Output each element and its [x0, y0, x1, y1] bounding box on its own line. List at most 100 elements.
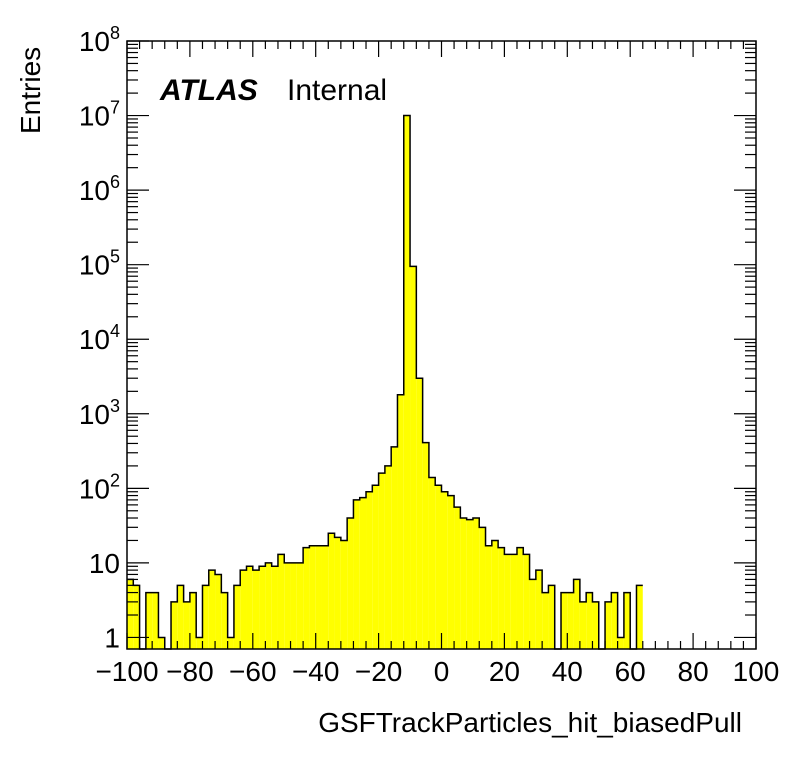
histogram-bar — [233, 585, 241, 649]
histogram-bar — [378, 473, 385, 649]
histogram-bar — [491, 540, 499, 649]
histogram-bar — [309, 545, 316, 649]
histogram-bar — [171, 601, 178, 649]
x-axis-tick-labels: −100 −80 −60 −40 −20 0 20 40 60 80 100 — [95, 656, 779, 687]
x-tick-label: 40 — [552, 656, 583, 687]
histogram-bar — [347, 518, 354, 649]
histogram-bar — [611, 592, 618, 649]
histogram-bar — [561, 592, 568, 649]
histogram-bar — [454, 507, 461, 649]
histogram-bar — [152, 592, 159, 649]
histogram-bar — [127, 579, 134, 649]
x-tick-label: 20 — [489, 656, 520, 687]
histogram-bar — [177, 585, 184, 649]
y-tick-label: 10 — [89, 548, 120, 579]
histogram-bar — [303, 547, 310, 649]
y-tick-label: 1 — [104, 622, 120, 653]
histogram-bar — [259, 566, 266, 649]
histogram-bar — [592, 601, 599, 649]
histogram-bar — [366, 491, 373, 649]
histogram-bar — [567, 592, 574, 649]
histogram-bar — [221, 592, 228, 649]
histogram-bar — [334, 537, 341, 649]
histogram-bar — [428, 477, 436, 649]
histogram-bar — [240, 570, 247, 649]
x-tick-label: 0 — [434, 656, 450, 687]
y-tick-label: 104 — [79, 321, 120, 355]
histogram-bar — [485, 545, 492, 649]
y-axis-title: Entries — [15, 47, 46, 134]
histogram-bar — [529, 579, 536, 649]
histogram-bar — [315, 545, 322, 649]
histogram-bar — [246, 566, 253, 649]
histogram-bar — [284, 562, 291, 649]
histogram-bar — [466, 519, 473, 649]
histogram-bar — [353, 499, 360, 649]
x-tick-label: −60 — [229, 656, 277, 687]
histogram-bar — [441, 491, 448, 649]
histogram-bar — [384, 465, 392, 649]
histogram-bar — [447, 495, 455, 649]
y-tick-label: 108 — [79, 23, 120, 57]
histogram-bar — [391, 446, 398, 649]
histogram-bar — [542, 592, 549, 649]
histogram-bar — [340, 540, 348, 649]
histogram-bar — [321, 545, 329, 649]
histogram-bar — [208, 570, 216, 649]
histogram-bar — [535, 570, 543, 649]
histogram-bar — [504, 554, 511, 649]
histogram-bar — [145, 592, 153, 649]
x-tick-label: −40 — [292, 656, 340, 687]
histogram-bar — [133, 585, 140, 649]
histogram-bars — [127, 115, 643, 649]
histogram-bar — [271, 566, 278, 649]
histogram-bar — [215, 574, 222, 649]
histogram-bar — [510, 554, 517, 649]
y-axis-tick-labels: 1 10 102 103 104 105 106 107 108 — [79, 23, 120, 653]
histogram-bar — [252, 570, 260, 649]
histogram-bar — [416, 378, 423, 649]
histogram-bar — [158, 637, 165, 649]
x-tick-label: −20 — [355, 656, 403, 687]
histogram-bar — [586, 592, 593, 649]
y-axis-ticks — [127, 40, 756, 639]
histogram-bar — [290, 562, 297, 649]
histogram-bar — [202, 585, 209, 649]
histogram-bar — [479, 527, 486, 649]
histogram-bar — [196, 637, 203, 649]
histogram-bar — [372, 485, 379, 649]
x-tick-label: −80 — [166, 656, 214, 687]
x-tick-label: 60 — [615, 656, 646, 687]
histogram-bar — [397, 394, 404, 649]
histogram-bar — [227, 637, 234, 649]
histogram-bar — [636, 585, 643, 649]
y-tick-label: 102 — [79, 470, 120, 504]
histogram-bar — [328, 533, 335, 649]
histogram-bar — [623, 592, 631, 649]
histogram-bar — [189, 592, 197, 649]
histogram-bar — [573, 579, 580, 649]
histogram-bar — [460, 518, 467, 649]
histogram-bar — [359, 497, 367, 649]
y-tick-label: 105 — [79, 247, 120, 281]
histogram-bar — [548, 585, 555, 649]
histogram-bar — [498, 547, 505, 649]
histogram-bar — [523, 554, 530, 649]
atlas-label: ATLAS — [159, 74, 258, 107]
histogram-bar — [422, 442, 429, 649]
histogram-bar — [579, 601, 587, 649]
histogram-bar — [472, 518, 480, 649]
y-tick-label: 103 — [79, 396, 120, 430]
histogram-bar — [516, 547, 524, 649]
x-tick-label: 100 — [733, 656, 780, 687]
x-axis-title: GSFTrackParticles_hit_biasedPull — [318, 707, 742, 738]
histogram-bar — [410, 266, 417, 649]
histogram-bar — [183, 601, 190, 649]
y-tick-label: 106 — [79, 172, 120, 206]
x-tick-label: 80 — [678, 656, 709, 687]
histogram-bar — [605, 601, 612, 649]
histogram-bar — [617, 637, 624, 649]
histogram-bar — [403, 115, 411, 649]
x-axis-ticks — [126, 41, 757, 649]
